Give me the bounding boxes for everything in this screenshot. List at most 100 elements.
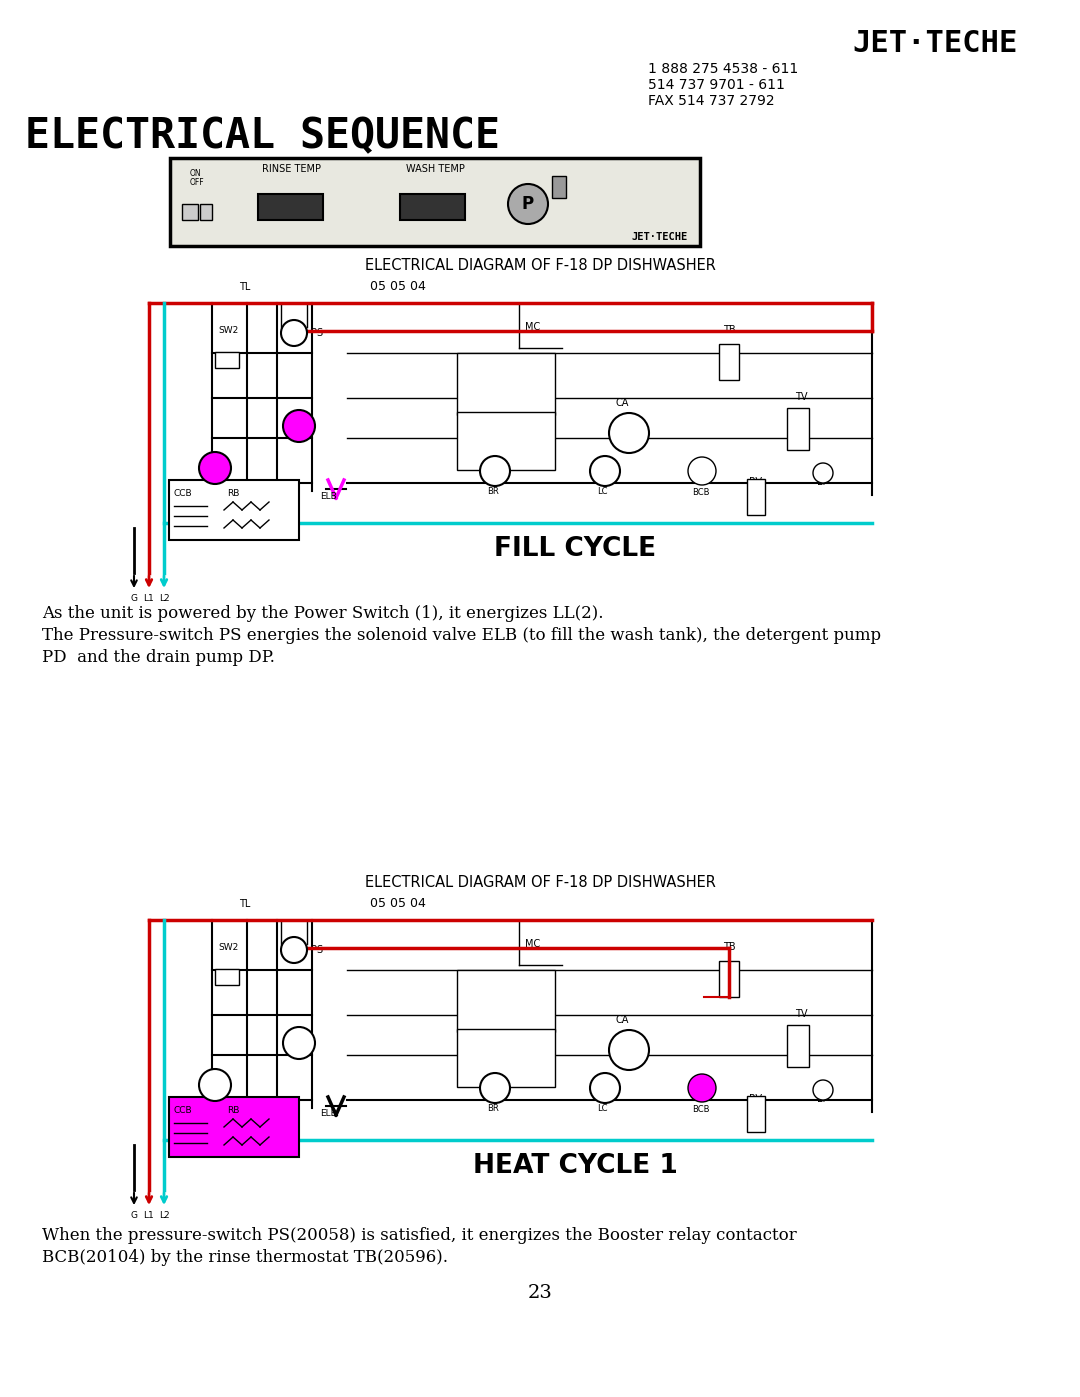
Text: PS: PS: [311, 944, 323, 956]
Text: LL: LL: [267, 1108, 278, 1118]
Bar: [552, 176, 566, 198]
Text: CCB: CCB: [174, 489, 192, 497]
Text: MT: MT: [599, 467, 610, 475]
Text: JET·TECHE: JET·TECHE: [632, 232, 688, 242]
Bar: [457, 412, 555, 469]
Text: WASH TEMP: WASH TEMP: [406, 163, 464, 175]
Bar: [215, 970, 239, 985]
Text: 05 05 04: 05 05 04: [370, 897, 426, 909]
Text: 23: 23: [527, 1284, 553, 1302]
Text: JET·TECHE: JET·TECHE: [852, 29, 1017, 59]
Text: L1: L1: [144, 1211, 154, 1220]
Text: 514 737 9701 - 611: 514 737 9701 - 611: [648, 78, 785, 92]
Text: TB: TB: [723, 326, 735, 335]
Bar: [258, 194, 323, 219]
Circle shape: [283, 1027, 315, 1059]
Bar: [168, 481, 299, 541]
Text: MC: MC: [525, 321, 540, 332]
Text: RINSE TEMP: RINSE TEMP: [262, 163, 322, 175]
Circle shape: [508, 184, 548, 224]
Text: BCB: BCB: [692, 488, 710, 497]
Bar: [457, 970, 555, 1032]
Text: TC: TC: [462, 1039, 474, 1049]
Circle shape: [813, 462, 833, 483]
Text: CA: CA: [615, 398, 629, 408]
Circle shape: [590, 455, 620, 486]
Text: 05 05 04: 05 05 04: [370, 279, 426, 293]
Text: HEAT CYCLE 1: HEAT CYCLE 1: [473, 1153, 677, 1179]
Text: TL: TL: [239, 282, 251, 292]
Text: CR1: CR1: [529, 439, 546, 448]
Bar: [200, 204, 212, 219]
Bar: [170, 158, 700, 246]
Text: P: P: [522, 196, 535, 212]
Text: TC: TC: [462, 422, 474, 432]
Text: MP: MP: [465, 983, 480, 995]
Text: ELB: ELB: [320, 492, 337, 502]
Bar: [787, 1025, 809, 1067]
Text: MPU: MPU: [621, 429, 637, 437]
Bar: [747, 479, 765, 515]
Text: MT: MT: [599, 1084, 610, 1092]
Text: FAX 514 737 2792: FAX 514 737 2792: [648, 94, 774, 108]
Text: TV: TV: [795, 393, 808, 402]
Text: ELECTRICAL DIAGRAM OF F-18 DP DISHWASHER: ELECTRICAL DIAGRAM OF F-18 DP DISHWASHER: [365, 875, 715, 890]
Circle shape: [688, 457, 716, 485]
Circle shape: [199, 1069, 231, 1101]
Circle shape: [590, 1073, 620, 1104]
Text: M1: M1: [537, 432, 552, 441]
Text: 1 888 275 4538 - 611: 1 888 275 4538 - 611: [648, 61, 798, 75]
Text: CR2: CR2: [509, 975, 526, 983]
Text: DP: DP: [208, 1080, 221, 1090]
Circle shape: [480, 1073, 510, 1104]
Text: PD: PD: [293, 422, 306, 430]
Bar: [457, 353, 555, 415]
Text: CR2: CR2: [509, 358, 526, 367]
Text: TL: TL: [239, 900, 251, 909]
Text: LP: LP: [816, 476, 828, 488]
Text: LP: LP: [816, 1094, 828, 1104]
Text: L1: L1: [144, 594, 154, 604]
Text: OFF: OFF: [190, 177, 204, 187]
Text: BR: BR: [487, 1104, 499, 1113]
Text: RV: RV: [750, 1094, 762, 1104]
Text: L2: L2: [159, 594, 170, 604]
Circle shape: [480, 455, 510, 486]
Circle shape: [199, 453, 231, 483]
Text: BR: BR: [489, 467, 500, 475]
Text: TV: TV: [795, 1009, 808, 1018]
Bar: [183, 204, 198, 219]
Text: BCB(20104) by the rinse thermostat TB(20596).: BCB(20104) by the rinse thermostat TB(20…: [42, 1249, 448, 1266]
Bar: [719, 344, 739, 380]
Text: L2: L2: [159, 1211, 170, 1220]
Text: MPU: MPU: [621, 1045, 637, 1055]
Text: PD: PD: [293, 1038, 306, 1048]
Text: ELECTRICAL DIAGRAM OF F-18 DP DISHWASHER: ELECTRICAL DIAGRAM OF F-18 DP DISHWASHER: [365, 258, 715, 272]
Circle shape: [609, 414, 649, 453]
Circle shape: [281, 937, 307, 963]
Text: M1: M1: [537, 1049, 552, 1059]
Text: SW2: SW2: [218, 943, 239, 951]
Text: M2: M2: [534, 367, 549, 377]
Circle shape: [283, 409, 315, 441]
Text: MP: MP: [465, 367, 480, 377]
Bar: [719, 961, 739, 997]
Text: PS: PS: [311, 328, 323, 338]
Text: As the unit is powered by the Power Switch (1), it energizes LL(2).: As the unit is powered by the Power Swit…: [42, 605, 604, 622]
Text: TL: TL: [216, 1108, 228, 1118]
Text: CA: CA: [615, 1016, 629, 1025]
Text: RV: RV: [750, 476, 762, 488]
Bar: [168, 1097, 299, 1157]
Text: ON: ON: [190, 169, 202, 177]
Text: M2: M2: [534, 983, 549, 995]
Circle shape: [609, 1030, 649, 1070]
Text: LL: LL: [267, 490, 278, 502]
Text: FILL CYCLE: FILL CYCLE: [494, 536, 656, 562]
Bar: [787, 408, 809, 450]
Text: CCB: CCB: [174, 1106, 192, 1115]
Text: MC: MC: [525, 939, 540, 949]
Bar: [457, 1030, 555, 1087]
Circle shape: [813, 1080, 833, 1099]
Text: ELECTRICAL SEQUENCE: ELECTRICAL SEQUENCE: [25, 115, 500, 156]
Text: RB: RB: [227, 489, 240, 497]
